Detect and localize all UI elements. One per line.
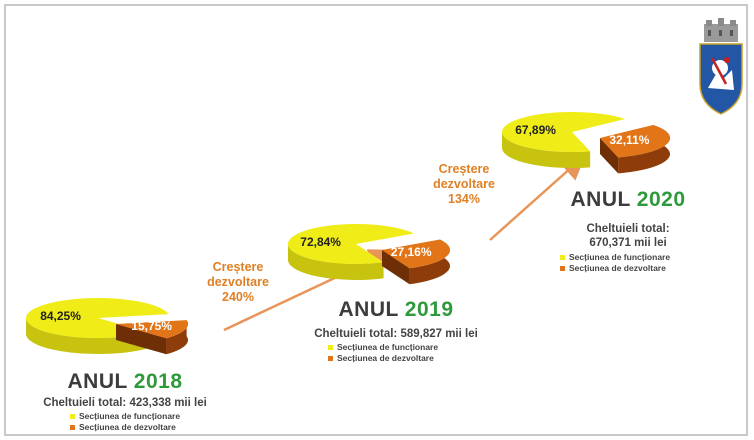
legend-swatch-dezvoltare: [70, 425, 75, 431]
total-label-line1-2020: Cheltuieli total:: [586, 223, 670, 235]
data-label-2018-dezvoltare: 15,75%: [131, 319, 172, 333]
legend-swatch-functionare: [70, 414, 75, 420]
legend-2020: Secțiunea de funcționare Secțiunea de de…: [560, 252, 708, 274]
legend-item-functionare: Secțiunea de funcționare: [560, 252, 708, 263]
slide-frame: [4, 4, 748, 436]
total-label-line2-2020: 670,371 mii lei: [589, 237, 667, 249]
legend-item-dezvoltare: Secțiunea de dezvoltare: [70, 422, 220, 433]
pie-2018-dezvoltare-group: [116, 320, 188, 355]
pie-2020: 67,89% 32,11%: [501, 112, 671, 174]
legend-2018: Secțiunea de funcționare Secțiunea de de…: [70, 411, 220, 433]
pie-2018: 84,25% 15,75%: [25, 298, 188, 355]
legend-2019: Secțiunea de funcționare Secțiunea de de…: [328, 342, 496, 364]
legend-swatch-dezvoltare: [560, 266, 565, 272]
pie-2019: 72,84% 27,16%: [288, 224, 450, 285]
pie-2020-dezvoltare-group: [600, 124, 671, 174]
pie-2019-slice-dezvoltare: [382, 239, 450, 269]
pie-2019-slice-functionare: [288, 224, 414, 264]
data-label-2020-functionare: 67,89%: [515, 123, 556, 137]
legend-item-functionare: Secțiunea de funcționare: [70, 411, 220, 422]
growth-label-2018-2019: Creștere dezvoltare 240%: [207, 260, 269, 304]
legend-swatch-functionare: [328, 345, 333, 351]
year-title-2018: ANUL 2018: [67, 370, 183, 393]
data-label-2019-dezvoltare: 27,16%: [391, 245, 432, 259]
pie-2020-slice-functionare: [501, 112, 626, 153]
growth-arrow-2: [489, 154, 586, 241]
pie-2020-functionare-side: [502, 132, 591, 169]
total-label-2019: Cheltuieli total: 589,827 mii lei: [314, 328, 478, 340]
pie-2019-dezvoltare-wall: [382, 250, 410, 285]
year-block-2019: ANUL 2019 Cheltuieli total: 589,827 mii …: [296, 298, 496, 364]
growth-label-2019-2020: Creștere dezvoltare 134%: [433, 162, 495, 206]
total-label-2020: Cheltuieli total: 670,371 mii lei: [548, 222, 708, 250]
pie-2018-dezvoltare-wall: [116, 324, 167, 355]
pie-2018-dezvoltare-side: [166, 320, 188, 355]
year-block-2018: ANUL 2018 Cheltuieli total: 423,338 mii …: [30, 370, 220, 433]
year-title-2020: ANUL 2020: [570, 188, 686, 211]
year-block-2020: ANUL 2020 Cheltuieli total: 670,371 mii …: [548, 188, 708, 274]
coat-of-arms-icon: [699, 18, 743, 115]
pie-2018-slice-dezvoltare: [116, 320, 188, 339]
legend-swatch-dezvoltare: [328, 356, 333, 362]
pie-2020-slice-dezvoltare: [600, 124, 670, 158]
legend-item-functionare: Secțiunea de funcționare: [328, 342, 496, 353]
pie-2019-functionare-side: [288, 244, 384, 280]
pie-2019-dezvoltare-group: [382, 239, 450, 285]
legend-item-dezvoltare: Secțiunea de dezvoltare: [328, 353, 496, 364]
data-label-2019-functionare: 72,84%: [300, 235, 341, 249]
data-label-2018-functionare: 84,25%: [40, 309, 81, 323]
pie-2020-dezvoltare-wall: [600, 138, 619, 174]
data-label-2020-dezvoltare: 32,11%: [609, 133, 649, 147]
legend-item-dezvoltare: Secțiunea de dezvoltare: [560, 263, 708, 274]
pie-2018-functionare-side: [26, 318, 149, 355]
year-title-2019: ANUL 2019: [338, 298, 454, 321]
legend-swatch-functionare: [560, 255, 565, 261]
total-label-2018: Cheltuieli total: 423,338 mii lei: [43, 397, 207, 409]
